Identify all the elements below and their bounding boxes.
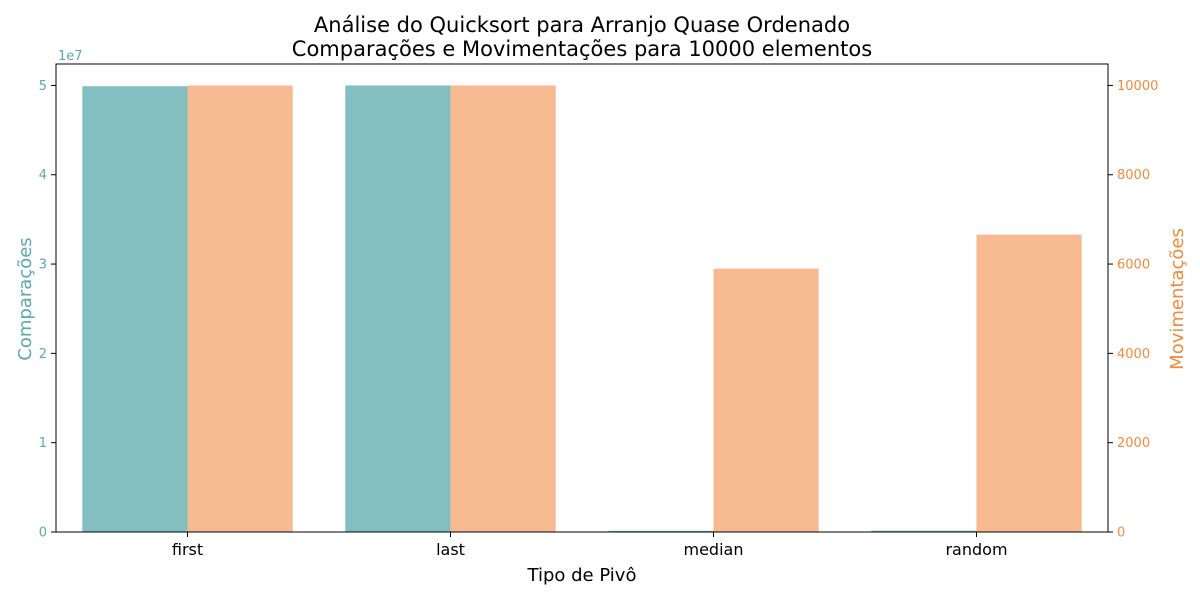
right-tick-label: 10000 <box>1117 79 1158 94</box>
right-tick-label: 8000 <box>1117 168 1150 183</box>
plot-frame <box>55 63 1109 533</box>
x-tick-label-first: first <box>172 540 203 559</box>
x-axis-title: Tipo de Pivô <box>527 565 637 586</box>
comparisons-bar-first <box>82 86 188 532</box>
x-tick-label-last: last <box>436 540 465 559</box>
left-tick-label: 4 <box>39 168 47 183</box>
left-tick-label: 0 <box>39 526 47 541</box>
left-tick-label: 1 <box>39 436 47 451</box>
right-axis-ticks: 0 2000 4000 6000 8000 10000 <box>1108 79 1158 541</box>
left-axis-scale-label: 1e7 <box>58 49 83 64</box>
left-tick-label: 5 <box>39 79 47 94</box>
right-tick-label: 0 <box>1117 526 1125 541</box>
moves-bar-median <box>713 268 819 532</box>
right-tick-label: 2000 <box>1117 436 1150 451</box>
bars-group <box>82 85 1082 533</box>
moves-bar-last <box>450 85 556 533</box>
right-tick-label: 6000 <box>1117 258 1150 273</box>
left-tick-label: 3 <box>39 258 47 273</box>
chart-subtitle: Comparações e Movimentações para 10000 e… <box>292 37 872 61</box>
moves-bar-first <box>187 85 293 533</box>
x-tick-label-median: median <box>684 540 744 559</box>
left-tick-label: 2 <box>39 347 47 362</box>
right-axis-title: Movimentações <box>1167 228 1188 370</box>
moves-bar-random <box>976 234 1082 532</box>
left-axis-title: Comparações <box>15 237 36 360</box>
x-axis-ticks: first last median random <box>172 532 1008 559</box>
x-tick-label-random: random <box>945 540 1007 559</box>
chart-title: Análise do Quicksort para Arranjo Quase … <box>314 13 850 37</box>
left-axis-ticks: 0 1 2 3 4 5 <box>39 79 56 541</box>
comparisons-bar-random <box>871 530 977 532</box>
comparisons-bar-median <box>608 530 714 532</box>
right-tick-label: 4000 <box>1117 347 1150 362</box>
comparisons-bar-last <box>345 85 451 533</box>
